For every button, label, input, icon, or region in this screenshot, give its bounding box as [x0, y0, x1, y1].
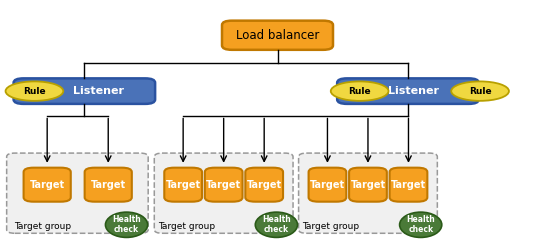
- Text: Target group: Target group: [158, 222, 215, 231]
- FancyBboxPatch shape: [13, 78, 155, 104]
- Text: Target: Target: [29, 180, 65, 190]
- FancyBboxPatch shape: [205, 168, 243, 202]
- FancyBboxPatch shape: [245, 168, 283, 202]
- Text: Rule: Rule: [23, 87, 46, 96]
- Text: Listener: Listener: [388, 86, 439, 96]
- Text: Target group: Target group: [302, 222, 360, 231]
- Ellipse shape: [6, 81, 63, 101]
- Text: Target: Target: [246, 180, 282, 190]
- Text: Target: Target: [391, 180, 426, 190]
- Text: Health
check: Health check: [262, 215, 291, 234]
- FancyBboxPatch shape: [390, 168, 427, 202]
- Text: Target: Target: [90, 180, 126, 190]
- Text: Target: Target: [165, 180, 201, 190]
- FancyBboxPatch shape: [23, 168, 71, 202]
- FancyBboxPatch shape: [84, 168, 132, 202]
- Text: Target group: Target group: [14, 222, 71, 231]
- Ellipse shape: [451, 81, 509, 101]
- FancyBboxPatch shape: [309, 168, 346, 202]
- FancyBboxPatch shape: [222, 21, 333, 50]
- FancyBboxPatch shape: [164, 168, 202, 202]
- FancyBboxPatch shape: [349, 168, 387, 202]
- Ellipse shape: [255, 212, 297, 237]
- Text: Rule: Rule: [469, 87, 491, 96]
- Text: Rule: Rule: [349, 87, 371, 96]
- Text: Load balancer: Load balancer: [236, 29, 319, 42]
- Ellipse shape: [105, 212, 148, 237]
- Ellipse shape: [400, 212, 442, 237]
- FancyBboxPatch shape: [337, 78, 478, 104]
- FancyBboxPatch shape: [154, 153, 293, 233]
- Text: Target: Target: [350, 180, 386, 190]
- Text: Listener: Listener: [73, 86, 124, 96]
- Text: Target: Target: [206, 180, 241, 190]
- Text: Target: Target: [310, 180, 345, 190]
- Text: Health
check: Health check: [112, 215, 141, 234]
- Text: Health
check: Health check: [406, 215, 435, 234]
- FancyBboxPatch shape: [7, 153, 148, 233]
- Ellipse shape: [331, 81, 388, 101]
- FancyBboxPatch shape: [299, 153, 437, 233]
